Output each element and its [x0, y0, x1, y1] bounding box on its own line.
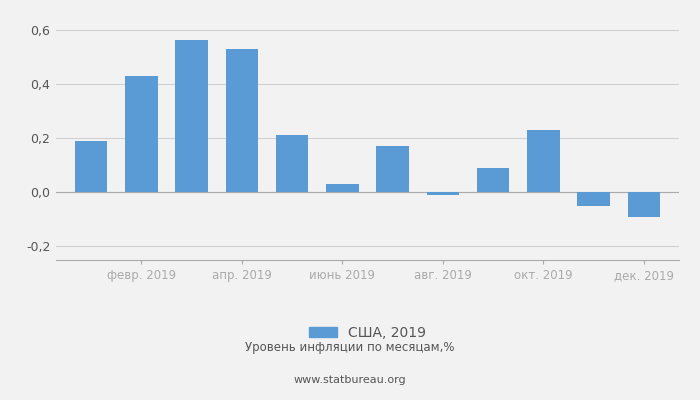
Bar — [627, 192, 660, 217]
Bar — [125, 76, 158, 192]
Bar — [75, 141, 108, 192]
Bar — [426, 192, 459, 195]
Bar — [175, 40, 208, 192]
Bar — [527, 130, 560, 192]
Bar — [276, 135, 309, 192]
Text: Уровень инфляции по месяцам,%: Уровень инфляции по месяцам,% — [245, 342, 455, 354]
Bar — [477, 168, 510, 192]
Legend: США, 2019: США, 2019 — [304, 321, 431, 346]
Bar — [225, 48, 258, 192]
Bar — [578, 192, 610, 206]
Text: www.statbureau.org: www.statbureau.org — [294, 375, 406, 385]
Bar — [377, 146, 409, 192]
Bar — [326, 184, 358, 192]
